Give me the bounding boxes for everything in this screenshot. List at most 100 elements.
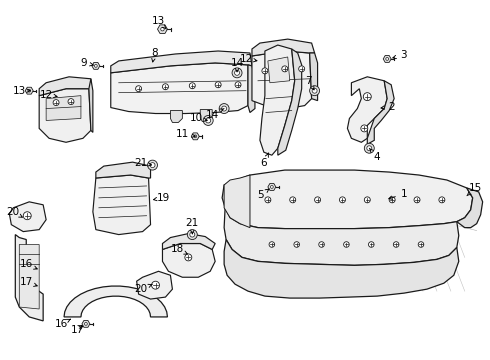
Circle shape	[185, 254, 192, 261]
Polygon shape	[222, 170, 473, 229]
Circle shape	[84, 323, 87, 325]
Polygon shape	[252, 51, 312, 109]
Text: 16: 16	[54, 319, 71, 329]
Polygon shape	[278, 49, 302, 155]
Circle shape	[310, 86, 319, 96]
Circle shape	[363, 93, 371, 100]
Circle shape	[418, 242, 424, 247]
Polygon shape	[157, 25, 168, 33]
Polygon shape	[137, 271, 172, 299]
Text: 5: 5	[258, 189, 270, 200]
Polygon shape	[191, 133, 199, 140]
Circle shape	[262, 68, 268, 74]
Polygon shape	[200, 109, 212, 121]
Text: 4: 4	[369, 148, 381, 162]
Polygon shape	[268, 57, 290, 83]
Polygon shape	[163, 234, 215, 249]
Text: 1: 1	[389, 189, 407, 199]
Text: 3: 3	[393, 50, 406, 60]
Circle shape	[219, 104, 229, 113]
Text: 14: 14	[206, 109, 224, 120]
Polygon shape	[248, 65, 255, 113]
Polygon shape	[64, 286, 168, 317]
Circle shape	[194, 135, 196, 138]
Circle shape	[190, 232, 195, 237]
Circle shape	[386, 58, 389, 60]
Text: 12: 12	[40, 90, 57, 100]
Circle shape	[414, 197, 420, 203]
Text: 20: 20	[6, 207, 23, 217]
Circle shape	[389, 197, 395, 203]
Polygon shape	[92, 62, 100, 69]
Text: 6: 6	[261, 153, 269, 168]
Text: 20: 20	[134, 284, 152, 294]
Circle shape	[312, 88, 317, 93]
Polygon shape	[19, 244, 39, 309]
Text: 21: 21	[134, 158, 151, 168]
Text: 14: 14	[230, 58, 244, 72]
Circle shape	[269, 242, 274, 247]
Circle shape	[393, 242, 399, 247]
Text: 12: 12	[240, 54, 257, 64]
Polygon shape	[310, 53, 318, 100]
Circle shape	[368, 242, 374, 247]
Circle shape	[203, 116, 213, 125]
Circle shape	[315, 197, 320, 203]
Polygon shape	[111, 63, 248, 113]
Text: 13: 13	[152, 16, 166, 29]
Polygon shape	[457, 188, 483, 228]
Text: 10: 10	[190, 113, 207, 123]
Polygon shape	[96, 162, 150, 178]
Text: 19: 19	[153, 193, 170, 203]
Polygon shape	[89, 79, 93, 132]
Polygon shape	[224, 239, 459, 298]
Text: 2: 2	[381, 102, 394, 112]
Text: 18: 18	[171, 244, 188, 255]
Polygon shape	[260, 45, 294, 155]
Circle shape	[163, 84, 169, 90]
Circle shape	[235, 82, 241, 88]
Circle shape	[53, 100, 59, 105]
Polygon shape	[93, 175, 150, 235]
Polygon shape	[82, 320, 90, 327]
Polygon shape	[39, 77, 91, 96]
Circle shape	[136, 86, 142, 92]
Circle shape	[282, 66, 288, 72]
Circle shape	[151, 281, 159, 289]
Circle shape	[319, 242, 324, 247]
Circle shape	[68, 99, 74, 105]
Polygon shape	[268, 184, 276, 190]
Circle shape	[365, 197, 370, 203]
Polygon shape	[9, 202, 46, 231]
Text: 9: 9	[81, 58, 93, 68]
Polygon shape	[39, 89, 91, 142]
Polygon shape	[46, 96, 81, 121]
Circle shape	[150, 163, 155, 168]
Circle shape	[221, 106, 226, 111]
Text: 7: 7	[305, 76, 314, 90]
Polygon shape	[224, 175, 250, 228]
Circle shape	[215, 82, 221, 88]
Text: 21: 21	[186, 218, 199, 234]
Polygon shape	[25, 87, 33, 94]
Polygon shape	[383, 55, 391, 62]
Polygon shape	[347, 77, 387, 142]
Text: 11: 11	[176, 129, 196, 139]
Text: 8: 8	[151, 48, 158, 62]
Circle shape	[270, 185, 273, 188]
Circle shape	[147, 160, 157, 170]
Circle shape	[161, 27, 164, 31]
Circle shape	[299, 66, 305, 72]
Circle shape	[290, 197, 295, 203]
Circle shape	[361, 125, 368, 132]
Circle shape	[189, 83, 196, 89]
Circle shape	[28, 89, 30, 92]
Circle shape	[294, 242, 299, 247]
Text: 13: 13	[13, 86, 30, 96]
Text: 17: 17	[71, 325, 84, 335]
Circle shape	[235, 70, 240, 75]
Polygon shape	[224, 208, 459, 265]
Circle shape	[232, 68, 242, 78]
Circle shape	[206, 118, 211, 123]
Polygon shape	[171, 111, 182, 122]
